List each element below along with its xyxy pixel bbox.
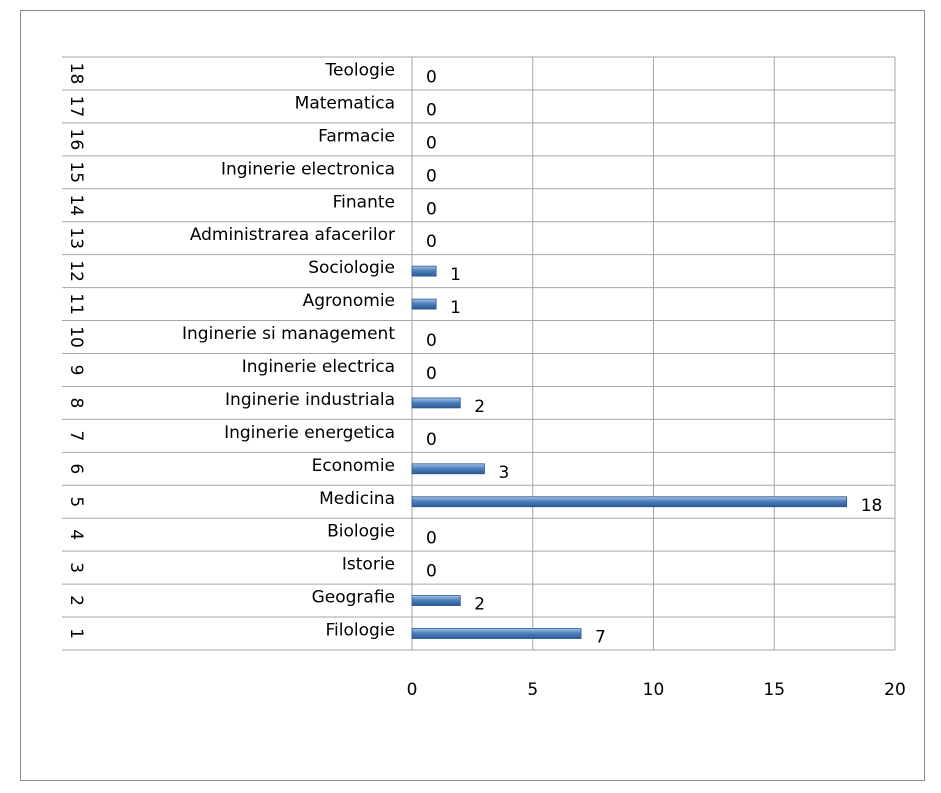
group-label: 10 <box>66 326 86 348</box>
category-label: Economie <box>312 456 395 476</box>
category-label: Agronomie <box>303 291 395 311</box>
value-label: 0 <box>426 67 437 87</box>
category-label: Farmacie <box>318 126 395 146</box>
category-label: Inginerie industriala <box>225 390 395 410</box>
category-label: Inginerie energetica <box>224 423 395 443</box>
value-label: 2 <box>474 595 485 615</box>
bar <box>411 496 848 508</box>
value-label: 1 <box>450 298 461 318</box>
category-label: Finante <box>333 192 395 212</box>
group-label: 11 <box>66 293 86 315</box>
value-label: 0 <box>426 430 437 450</box>
bar <box>411 265 437 277</box>
group-label: 1 <box>66 628 86 639</box>
category-label: Matematica <box>295 93 395 113</box>
value-label: 0 <box>426 133 437 153</box>
x-tick-label: 10 <box>643 680 665 700</box>
value-label: 0 <box>426 100 437 120</box>
group-label: 12 <box>66 260 86 282</box>
group-label: 4 <box>66 529 86 540</box>
group-label: 18 <box>66 63 86 85</box>
value-label: 1 <box>450 265 461 285</box>
chart-frame <box>20 10 925 781</box>
category-label: Geografie <box>312 588 395 608</box>
group-label: 7 <box>66 430 86 441</box>
group-label: 6 <box>66 463 86 474</box>
category-label: Inginerie electrica <box>242 357 395 377</box>
value-label: 0 <box>426 199 437 219</box>
group-label: 13 <box>66 227 86 249</box>
category-label: Istorie <box>342 555 395 575</box>
group-label: 5 <box>66 496 86 507</box>
x-tick-label: 5 <box>527 680 538 700</box>
group-label: 2 <box>66 595 86 606</box>
category-label: Filologie <box>326 621 396 641</box>
group-label: 3 <box>66 562 86 573</box>
bar <box>411 595 461 606</box>
value-label: 0 <box>426 232 437 252</box>
x-tick-label: 0 <box>407 680 418 700</box>
bar <box>411 397 461 409</box>
group-label: 15 <box>66 161 86 183</box>
group-label: 17 <box>66 96 86 118</box>
group-label: 14 <box>66 194 86 216</box>
bar <box>411 463 485 475</box>
value-label: 3 <box>498 463 509 483</box>
value-label: 0 <box>426 364 437 384</box>
x-tick-label: 20 <box>884 680 906 700</box>
value-label: 0 <box>426 562 437 582</box>
category-label: Medicina <box>319 489 395 509</box>
value-label: 0 <box>426 529 437 549</box>
value-label: 2 <box>474 397 485 417</box>
bar <box>411 298 437 310</box>
x-tick-label: 15 <box>763 680 785 700</box>
group-label: 9 <box>66 365 86 376</box>
category-label: Biologie <box>327 522 395 542</box>
category-label: Administrarea afacerilor <box>190 225 395 245</box>
group-label: 16 <box>66 129 86 151</box>
bar <box>411 628 582 639</box>
category-label: Inginerie electronica <box>221 159 395 179</box>
value-label: 0 <box>426 331 437 351</box>
value-label: 18 <box>861 496 883 516</box>
category-label: Teologie <box>325 60 395 80</box>
group-label: 8 <box>66 398 86 409</box>
value-label: 7 <box>595 628 606 648</box>
category-label: Sociologie <box>308 258 395 278</box>
value-label: 0 <box>426 166 437 186</box>
category-label: Inginerie si management <box>182 324 395 344</box>
